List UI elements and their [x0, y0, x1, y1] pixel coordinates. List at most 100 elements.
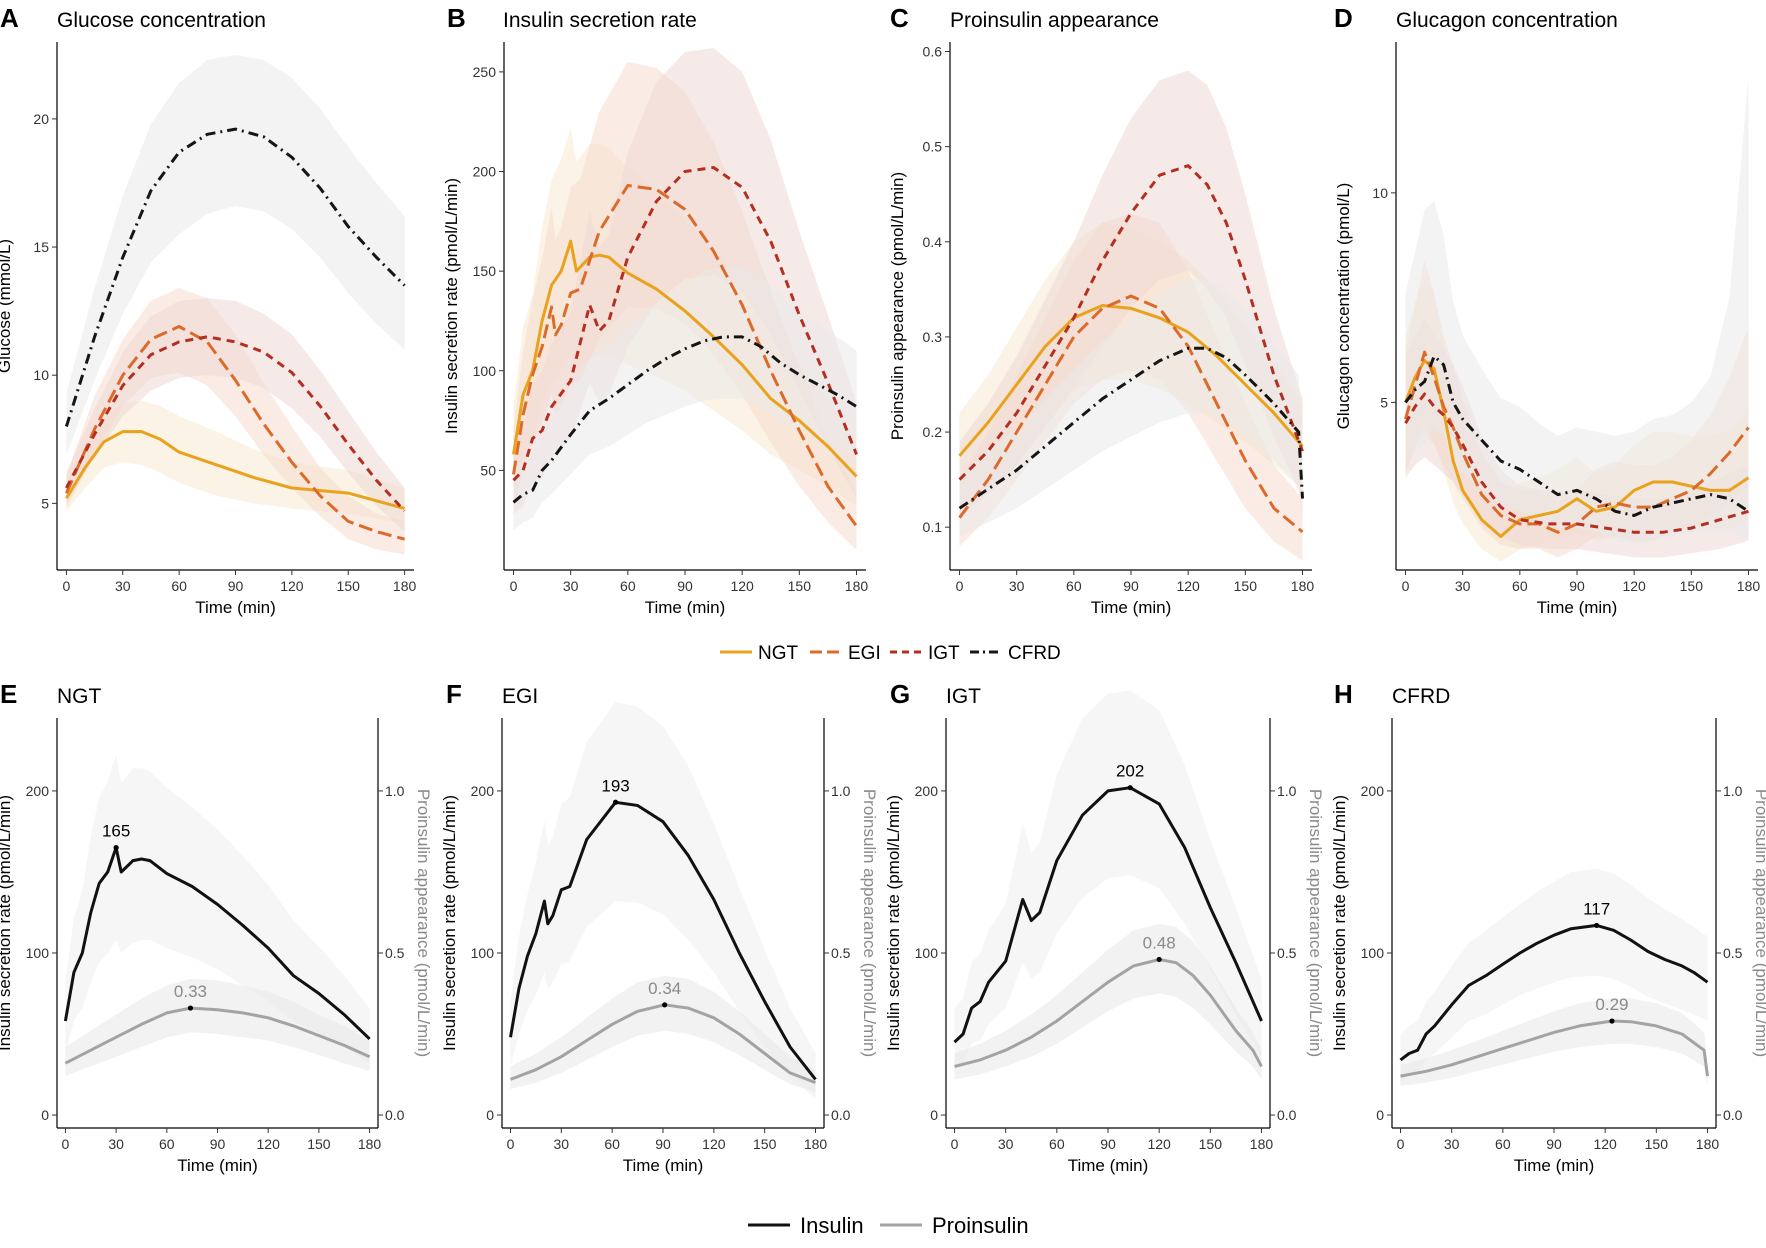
x-tick-label: 180	[1250, 1136, 1274, 1152]
x-tick-label: 60	[1495, 1136, 1511, 1152]
insulin-peak-marker	[113, 845, 119, 851]
x-axis-title: Time (min)	[645, 598, 726, 617]
ci-band-cfrd	[66, 54, 405, 455]
x-tick-label: 0	[956, 578, 964, 594]
x-tick-label: 180	[845, 578, 869, 594]
y-tick-label: 0.5	[923, 139, 943, 155]
x-tick-label: 120	[730, 578, 754, 594]
y2-tick-label: 1.0	[1723, 783, 1743, 799]
y-tick-label: 100	[26, 945, 50, 961]
proinsulin-peak-marker	[1609, 1018, 1615, 1024]
x-tick-label: 60	[604, 1136, 620, 1152]
x-tick-label: 150	[1680, 578, 1704, 594]
ci-band-insulin	[65, 755, 370, 1064]
y-tick-label: 200	[473, 164, 497, 180]
legend-label-insulin: Insulin	[800, 1213, 864, 1238]
y-tick-label: 0.3	[923, 329, 943, 345]
panel-title: Proinsulin appearance	[950, 9, 1159, 32]
legend-item-igt: IGT	[890, 643, 960, 664]
panel-c: C Proinsulin appearance 0 30 60 90 120 150 180 0.…	[888, 3, 1314, 617]
series-line-insulin	[509, 800, 817, 1081]
panel-letter: H	[1334, 679, 1353, 709]
insulin-peak-marker	[1127, 785, 1133, 791]
panel-g: G IGT 0 30 60 90 120 150 180 0 100 200 0.0 0.5 1.0 Time…	[884, 679, 1325, 1175]
series-line-proinsulin	[1400, 1019, 1709, 1078]
x-tick-label: 150	[753, 1136, 777, 1152]
x-tick-label: 60	[159, 1136, 175, 1152]
x-axis-title: Time (min)	[1068, 1156, 1149, 1175]
series-line-insulin	[63, 846, 371, 1040]
x-tick-label: 150	[1199, 1136, 1223, 1152]
x-tick-label: 90	[1546, 1136, 1562, 1152]
ci-band-proinsulin	[65, 978, 370, 1077]
series-line-ngt	[512, 239, 858, 478]
panel-b: B Insulin secretion rate 0 30 60 90 120 150 180 5…	[442, 3, 868, 617]
y-axis-title: Glucagon concentration (pmol/L)	[1334, 183, 1353, 430]
proinsulin-peak-label: 0.48	[1143, 933, 1176, 952]
series-line-igt	[65, 335, 406, 513]
x-axis-title: Time (min)	[1091, 598, 1172, 617]
x-tick-label: 180	[804, 1136, 828, 1152]
y2-tick-label: 0.5	[1723, 945, 1743, 961]
y-tick-label: 100	[473, 363, 497, 379]
x-axis-title: Time (min)	[1537, 598, 1618, 617]
panel-letter: B	[447, 3, 466, 33]
y-tick-label: 10	[33, 367, 49, 383]
x-tick-label: 120	[1176, 578, 1200, 594]
panel-title: NGT	[57, 685, 102, 708]
insulin-peak-label: 193	[601, 776, 629, 795]
series-line-egi	[1404, 350, 1750, 534]
y2-axis-title: Proinsulin appearance (pmol/L/min)	[1752, 789, 1766, 1057]
panel-letter: E	[0, 679, 17, 709]
panel-letter: F	[446, 679, 462, 709]
x-tick-label: 90	[228, 578, 244, 594]
x-tick-label: 180	[1696, 1136, 1720, 1152]
x-tick-label: 180	[393, 578, 417, 594]
ci-band-cfrd	[1405, 75, 1749, 545]
series-line-proinsulin	[64, 1006, 371, 1065]
y2-axis-title: Proinsulin appearance (pmol/L/min)	[860, 789, 879, 1057]
x-tick-label: 0	[1402, 578, 1410, 594]
panel-title: EGI	[502, 685, 538, 708]
panel-letter: D	[1334, 3, 1353, 33]
insulin-peak-marker	[612, 799, 619, 805]
x-tick-label: 120	[257, 1136, 281, 1152]
y-tick-label: 0	[486, 1107, 494, 1123]
ci-band-cfrd	[959, 279, 1303, 537]
series-line-egi	[65, 325, 405, 541]
series-line-cfrd	[512, 335, 858, 504]
legend-label-ngt: NGT	[758, 643, 799, 664]
y-tick-label: 200	[26, 783, 50, 799]
x-tick-label: 90	[655, 1136, 671, 1152]
x-axis-title: Time (min)	[195, 598, 276, 617]
panel-e: E NGT 0 30 60 90 120 150 180 0 100 200 0.0 0.5 1.0 Time…	[0, 679, 433, 1175]
proinsulin-peak-marker	[187, 1005, 194, 1011]
series-line-igt	[1404, 392, 1749, 534]
x-tick-label: 150	[337, 578, 361, 594]
x-tick-label: 60	[1049, 1136, 1065, 1152]
legend-item-insulin: Insulin	[748, 1213, 864, 1238]
x-tick-label: 0	[1397, 1136, 1405, 1152]
legend-item-proinsulin: Proinsulin	[880, 1213, 1029, 1238]
y-tick-label: 0	[41, 1107, 49, 1123]
y-tick-label: 150	[473, 263, 497, 279]
x-tick-label: 30	[1444, 1136, 1460, 1152]
y-tick-label: 200	[915, 783, 939, 799]
x-tick-label: 60	[171, 578, 187, 594]
series-line-ngt	[958, 304, 1304, 457]
y2-axis-title: Proinsulin appearance (pmol/L/min)	[414, 789, 433, 1057]
x-tick-label: 90	[1100, 1136, 1116, 1152]
x-tick-label: 180	[358, 1136, 382, 1152]
y-tick-label: 100	[1361, 945, 1385, 961]
legend-label-proinsulin: Proinsulin	[932, 1213, 1029, 1238]
y2-tick-label: 0.0	[385, 1107, 405, 1123]
proinsulin-peak-label: 0.33	[174, 982, 207, 1001]
y-tick-label: 200	[471, 783, 495, 799]
x-tick-label: 90	[677, 578, 693, 594]
y-tick-label: 0	[930, 1107, 938, 1123]
legend-label-igt: IGT	[928, 643, 960, 664]
y2-tick-label: 1.0	[831, 783, 851, 799]
series-line-egi	[512, 184, 858, 528]
x-tick-label: 150	[788, 578, 812, 594]
